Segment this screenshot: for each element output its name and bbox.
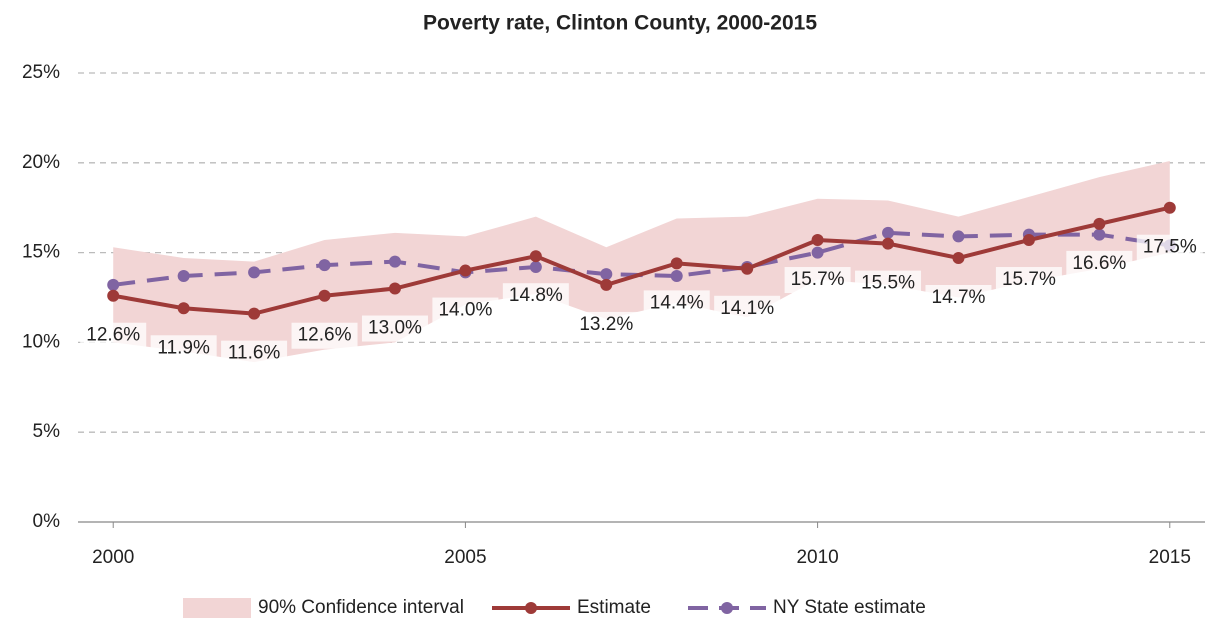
label-bg <box>1136 234 1203 261</box>
series-line <box>112 205 1171 316</box>
data-label: 13.2% <box>579 314 633 335</box>
legend-label: NY State estimate <box>773 597 926 618</box>
label-bg <box>221 340 288 367</box>
data-label: 12.6% <box>298 325 352 346</box>
legend-label: 90% Confidence interval <box>258 597 464 618</box>
series-marker <box>248 266 261 279</box>
series-marker <box>388 282 401 295</box>
series-marker <box>670 269 683 282</box>
label-bg <box>291 322 358 349</box>
series-marker <box>177 302 190 315</box>
data-label: 14.7% <box>932 287 986 308</box>
y-tick-label: 0% <box>33 511 61 532</box>
legend-marker <box>525 602 537 614</box>
label-bg <box>1066 250 1133 277</box>
series-marker <box>459 264 472 277</box>
label-bg <box>995 267 1062 294</box>
label-bg <box>714 295 781 322</box>
series-marker <box>741 262 754 275</box>
data-label: 12.6% <box>86 325 140 346</box>
x-tick-label: 2015 <box>1149 547 1191 568</box>
legend-swatch <box>183 598 251 618</box>
label-bg <box>784 267 851 294</box>
chart-title: Poverty rate, Clinton County, 2000-2015 <box>423 12 817 35</box>
label-bg <box>361 315 428 342</box>
label-bg <box>855 270 922 297</box>
legend-marker <box>721 602 733 614</box>
y-tick-label: 20% <box>22 152 60 173</box>
data-label: 14.0% <box>438 300 492 321</box>
y-tick-label: 5% <box>33 421 61 442</box>
legend-label: Estimate <box>577 597 651 618</box>
data-label: 11.6% <box>228 343 281 364</box>
series-marker <box>1093 228 1106 241</box>
data-label: 15.7% <box>791 269 845 290</box>
series-marker <box>107 289 120 302</box>
label-bg <box>643 290 710 317</box>
series-marker <box>952 251 965 264</box>
y-tick-label: 25% <box>22 62 60 83</box>
series-marker <box>952 230 965 243</box>
series-marker <box>529 260 542 273</box>
data-label: 15.5% <box>861 273 915 294</box>
x-tick-label: 2010 <box>796 547 838 568</box>
series-marker <box>107 278 120 291</box>
label-bg <box>432 297 499 324</box>
y-tick-label: 10% <box>22 331 60 352</box>
label-bg <box>80 322 147 349</box>
series-marker <box>248 307 261 320</box>
series-marker <box>318 259 331 272</box>
series-marker <box>600 278 613 291</box>
data-label: 14.4% <box>650 292 704 313</box>
series-marker <box>882 237 895 250</box>
series-marker <box>318 289 331 302</box>
confidence-band <box>113 161 1170 363</box>
series-marker <box>1022 234 1035 247</box>
x-tick-label: 2005 <box>444 547 486 568</box>
data-label: 15.7% <box>1002 269 1056 290</box>
label-bg <box>150 335 217 362</box>
series-marker <box>670 257 683 270</box>
y-tick-label: 15% <box>22 242 60 263</box>
series-marker <box>811 234 824 247</box>
data-label: 14.1% <box>720 298 774 319</box>
data-label: 17.5% <box>1143 237 1197 258</box>
data-label: 13.0% <box>368 318 422 339</box>
series-marker <box>882 226 895 239</box>
series-marker <box>177 269 190 282</box>
series-marker <box>1163 201 1176 214</box>
label-bg <box>925 284 992 311</box>
x-tick-label: 2000 <box>92 547 134 568</box>
label-bg <box>573 311 640 338</box>
series-marker <box>388 255 401 268</box>
series-marker <box>600 268 613 281</box>
data-label: 14.8% <box>509 285 563 306</box>
data-label: 11.9% <box>157 337 210 358</box>
label-bg <box>502 283 569 310</box>
data-label: 16.6% <box>1072 253 1126 274</box>
series-marker <box>811 246 824 259</box>
series-marker <box>529 250 542 263</box>
series-marker <box>1093 217 1106 230</box>
